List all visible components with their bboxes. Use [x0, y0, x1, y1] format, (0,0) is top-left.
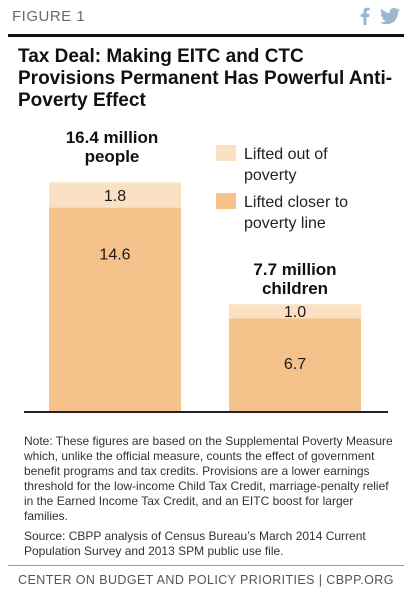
legend-label-2-line-2: poverty line	[244, 215, 326, 232]
legend-label-1-line-2: poverty	[244, 167, 296, 184]
category-label-2-line-2: children	[262, 279, 328, 298]
chart-notes: Note: These figures are based on the Sup…	[24, 434, 396, 564]
footer-divider	[8, 565, 404, 566]
category-label-1-line-2: people	[85, 147, 140, 166]
top-divider	[8, 34, 404, 37]
facebook-icon[interactable]	[360, 7, 370, 25]
twitter-icon[interactable]	[380, 8, 400, 24]
bar-value-label-1-2: 1.8	[104, 188, 126, 205]
legend-label-1-line-1: Lifted out of	[244, 146, 328, 163]
bar-segment-2-2	[229, 304, 361, 319]
figure-label: FIGURE 1	[12, 8, 86, 25]
bar-segment-1-2	[49, 182, 181, 208]
bar-value-label-1-1: 14.6	[99, 247, 130, 264]
source-text: Source: CBPP analysis of Census Bureau’s…	[24, 529, 366, 558]
category-label-1-line-1: 16.4 million	[66, 128, 159, 147]
legend-label-2-line-1: Lifted closer to	[244, 194, 348, 211]
bar-segment-1-1	[49, 207, 181, 412]
chart-title: Tax Deal: Making EITC and CTC Provisions…	[18, 46, 393, 111]
bar-segment-2-1	[229, 318, 361, 412]
legend-swatch-1	[216, 145, 236, 161]
bar-value-label-2-2: 1.0	[284, 304, 306, 321]
share-icons	[360, 7, 400, 25]
legend-swatch-2	[216, 193, 236, 209]
footer-credit: CENTER ON BUDGET AND POLICY PRIORITIES |…	[18, 573, 394, 587]
bar-value-label-2-1: 6.7	[284, 356, 306, 373]
note-text: Note: These figures are based on the Sup…	[24, 434, 393, 523]
category-label-2-line-1: 7.7 million	[253, 260, 336, 279]
